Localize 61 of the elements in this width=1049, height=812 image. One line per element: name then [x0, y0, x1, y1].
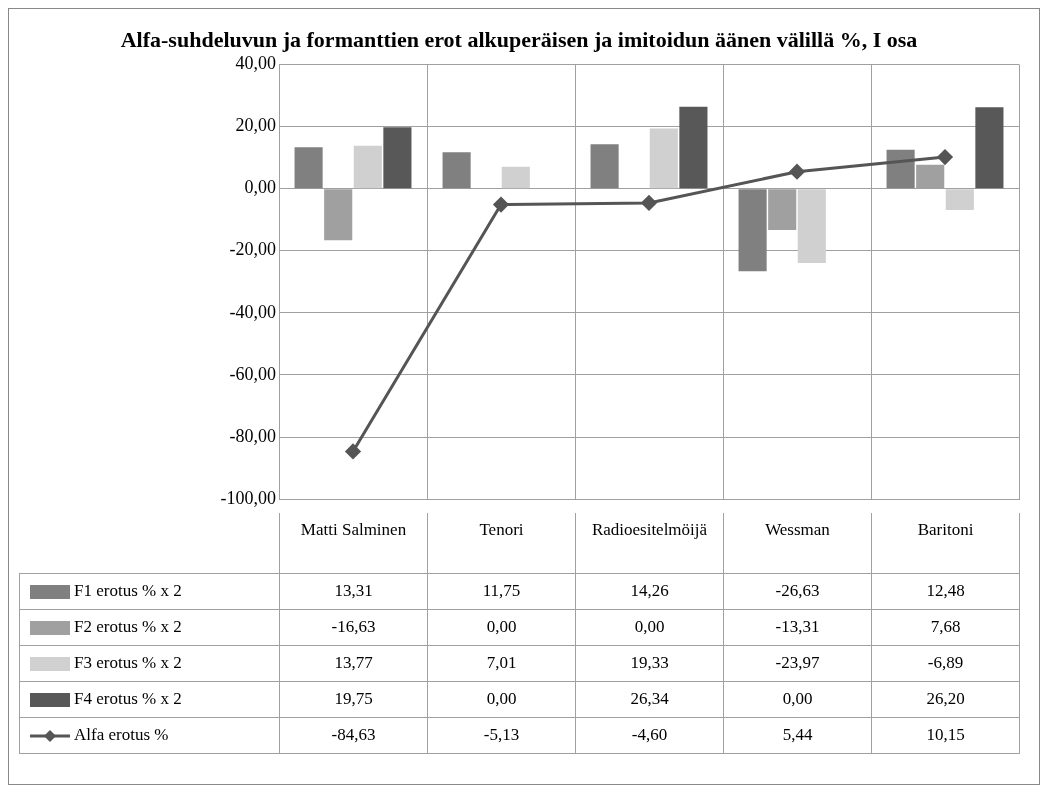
data-label: 7,01 [427, 645, 576, 681]
point [789, 164, 805, 180]
x-tick-label: Tenori [427, 513, 576, 573]
data-label: 0,00 [723, 681, 872, 717]
y-tick-label: 0,00 [244, 177, 276, 198]
x-tick-label: Matti Salminen [279, 513, 428, 573]
bar [886, 149, 915, 189]
bar [738, 189, 767, 272]
x-tick-label: Radioesitelmöijä [575, 513, 724, 573]
data-label: -13,31 [723, 609, 872, 645]
legend-label: F4 erotus % x 2 [19, 681, 280, 717]
data-label: 7,68 [871, 609, 1020, 645]
bar [649, 128, 678, 189]
y-tick-label: 40,00 [235, 53, 276, 74]
y-tick-label: -40,00 [229, 301, 276, 322]
bar [501, 166, 530, 189]
bar [294, 147, 323, 189]
data-label: -4,60 [575, 717, 724, 753]
point [641, 195, 657, 211]
data-label: -5,13 [427, 717, 576, 753]
bar [590, 144, 619, 189]
x-tick-label: Wessman [723, 513, 872, 573]
legend-label: F2 erotus % x 2 [19, 609, 280, 645]
point [493, 197, 509, 213]
data-label: 12,48 [871, 573, 1020, 609]
data-label: 26,20 [871, 681, 1020, 717]
data-label: -16,63 [279, 609, 428, 645]
y-tick-label: -60,00 [229, 363, 276, 384]
bar [383, 127, 412, 189]
data-label: -23,97 [723, 645, 872, 681]
data-label: 13,31 [279, 573, 428, 609]
data-label: -84,63 [279, 717, 428, 753]
bar [975, 107, 1004, 189]
data-label: 0,00 [575, 609, 724, 645]
data-label: 0,00 [427, 681, 576, 717]
data-label: 10,15 [871, 717, 1020, 753]
bar [353, 145, 382, 189]
legend-label: F1 erotus % x 2 [19, 573, 280, 609]
chart-title: Alfa-suhdeluvun ja formanttien erot alkuperäisen ja imitoidun äänen välillä %, I osa [120, 26, 918, 52]
data-label: -26,63 [723, 573, 872, 609]
data-label: -6,89 [871, 645, 1020, 681]
data-label: 26,34 [575, 681, 724, 717]
data-label: 19,33 [575, 645, 724, 681]
data-label: 5,44 [723, 717, 872, 753]
data-label: 13,77 [279, 645, 428, 681]
y-tick-label: -80,00 [229, 425, 276, 446]
x-tick-label: Baritoni [871, 513, 1020, 573]
data-label: 11,75 [427, 573, 576, 609]
y-tick-label: -100,00 [220, 487, 276, 508]
point [937, 149, 953, 165]
bar [945, 189, 974, 211]
y-tick-label: 20,00 [235, 115, 276, 136]
data-label: 14,26 [575, 573, 724, 609]
data-label: 0,00 [427, 609, 576, 645]
legend-label: Alfa erotus % [19, 717, 280, 753]
bar [442, 152, 471, 189]
point [345, 443, 361, 459]
data-label: 19,75 [279, 681, 428, 717]
y-tick-label: -20,00 [229, 239, 276, 260]
legend-label: F3 erotus % x 2 [19, 645, 280, 681]
bar [797, 189, 826, 264]
